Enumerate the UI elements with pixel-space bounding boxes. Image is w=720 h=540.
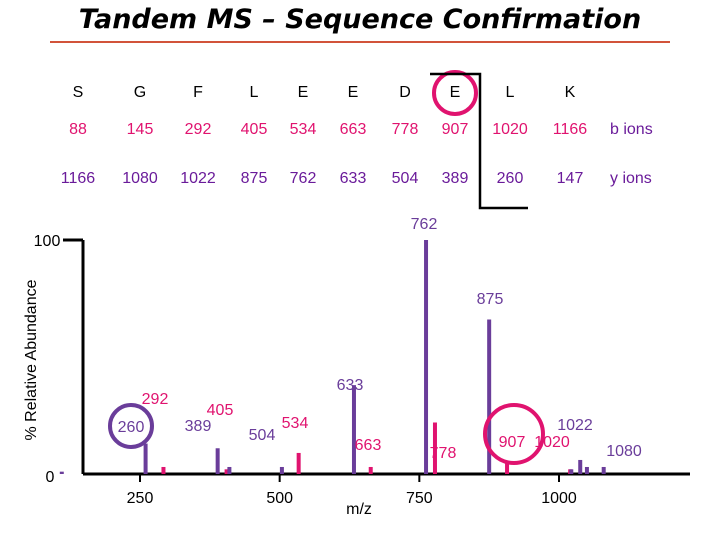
y-axis-label: % Relative Abundance (23, 279, 40, 440)
residues-cell: L (505, 84, 515, 101)
x-tick-label: 500 (266, 490, 293, 507)
highlight-rings (108, 403, 545, 465)
b-ions-cell: 1020 (492, 121, 528, 138)
x-tick-label: 250 (127, 490, 154, 507)
highlight-circle-residue (432, 70, 478, 116)
b-ions-cell: 405 (240, 121, 268, 138)
residues-cell: E (347, 84, 359, 101)
y-ions-cell: 260 (496, 170, 524, 187)
y-ions-cell: 389 (441, 170, 469, 187)
title-underline (50, 41, 670, 43)
peak-label-907: 907 (499, 434, 526, 451)
peak-label-762: 762 (411, 216, 438, 233)
x-tick-label: 1000 (541, 490, 577, 507)
residues-cell: D (399, 84, 411, 101)
y-tick-label-100: 100 (34, 233, 61, 250)
chart-title: Tandem MS – Sequence Confirmation (78, 4, 642, 35)
peak-label-260: 260 (118, 419, 145, 436)
b-ions-cell: 663 (339, 121, 367, 138)
highlight-ring-260 (108, 403, 154, 449)
b-ions-cell: 145 (126, 121, 154, 138)
peak-label-1080: 1080 (606, 443, 642, 460)
residues-cell: E (297, 84, 309, 101)
residues-cell: L (249, 84, 259, 101)
b-ions-cell: 778 (391, 121, 419, 138)
peak-label-504: 504 (249, 427, 276, 444)
peak-label-778: 778 (430, 445, 457, 462)
peak-label-405: 405 (207, 402, 234, 419)
peak-label-534: 534 (282, 415, 309, 432)
y-ions-cell: 1080 (122, 170, 158, 187)
peak-label-292: 292 (142, 391, 169, 408)
y-ions-cell: 1166 (60, 170, 96, 187)
y-tick-label-0: 0 (46, 469, 55, 486)
x-axis-label: m/z (346, 501, 372, 518)
y-ions-label: y ions (610, 170, 652, 187)
residues-cell: K (564, 84, 576, 101)
peak-label-633: 633 (337, 377, 364, 394)
residues-cell: G (133, 84, 147, 101)
b-ions-cell: 1166 (552, 121, 588, 138)
x-tick-label: 750 (406, 490, 433, 507)
b-ions-label: b ions (610, 121, 653, 138)
residues-cell: F (193, 84, 203, 101)
peak-label-875: 875 (477, 291, 504, 308)
b-ions-cell: 907 (441, 121, 469, 138)
residues-cell: E (449, 84, 461, 101)
residues-cell: S (72, 84, 84, 101)
y-ions-cell: 762 (289, 170, 317, 187)
y-ions-cell: 875 (240, 170, 268, 187)
y-ions-cell: 1022 (180, 170, 216, 187)
highlight-ring-907 (483, 403, 545, 465)
peak-label-389: 389 (185, 418, 212, 435)
peak-label-1022: 1022 (557, 417, 593, 434)
peak-label-663: 663 (355, 437, 382, 454)
b-ions-cell: 88 (69, 121, 87, 138)
cleavage-bracket (430, 72, 528, 210)
b-ions-cell: 534 (289, 121, 317, 138)
axes: 250 500 750 1000 0 100 (34, 233, 690, 507)
y-ions-cell: 633 (339, 170, 367, 187)
b-ions-cell: 292 (184, 121, 212, 138)
y-ions-cell: 147 (556, 170, 584, 187)
y-ions-cell: 504 (391, 170, 419, 187)
